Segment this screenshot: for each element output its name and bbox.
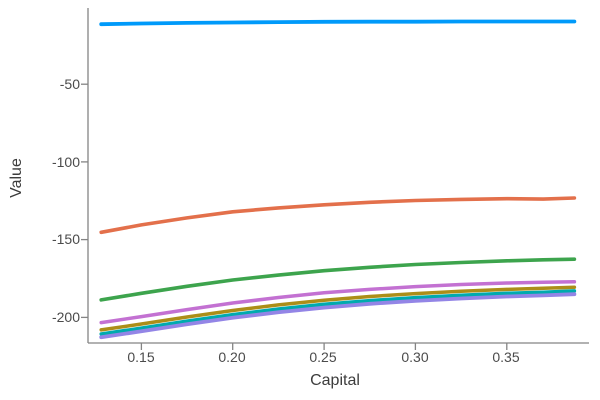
series-line-3 xyxy=(99,257,577,302)
series-line-2 xyxy=(99,196,577,235)
series-line-5 xyxy=(99,285,577,332)
series-line-7 xyxy=(99,292,577,340)
x-tick-label: 0.30 xyxy=(401,349,429,365)
x-axis-label: Capital xyxy=(310,372,360,389)
x-tick-label: 0.35 xyxy=(492,349,520,365)
series-line-4 xyxy=(99,280,577,325)
y-tick-label: -150 xyxy=(51,231,80,247)
x-tick-label: 0.15 xyxy=(127,349,155,365)
x-tick-label: 0.20 xyxy=(218,349,246,365)
y-tick-label: -50 xyxy=(59,76,80,92)
series-line-6 xyxy=(99,289,577,336)
x-tick-label: 0.25 xyxy=(309,349,337,365)
series-line-1 xyxy=(99,19,577,27)
y-axis-label: Value xyxy=(8,158,25,198)
y-tick-label: -200 xyxy=(51,309,80,325)
y-tick-label: -100 xyxy=(51,154,80,170)
